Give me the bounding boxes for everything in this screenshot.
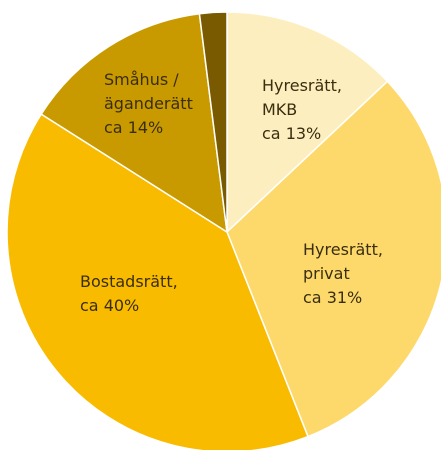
slice-value-label: ca 14% [104, 118, 164, 137]
slice-value-label: ca 13% [262, 124, 322, 143]
pie-slice [226, 11, 389, 234]
slice-value-label: ca 40% [80, 296, 140, 315]
slice-label: Hyresrätt, privat [303, 240, 383, 283]
pie-slice [6, 113, 309, 450]
slice-value-label: ca 31% [303, 288, 363, 307]
pie-slice [40, 12, 228, 234]
slice-label: Småhus / äganderätt [104, 70, 193, 113]
slice-label: Bostadsrätt, [80, 272, 178, 291]
pie-slice [226, 80, 441, 438]
slice-label: Hyresrätt, MKB [262, 76, 342, 119]
pie-slice [198, 11, 228, 233]
